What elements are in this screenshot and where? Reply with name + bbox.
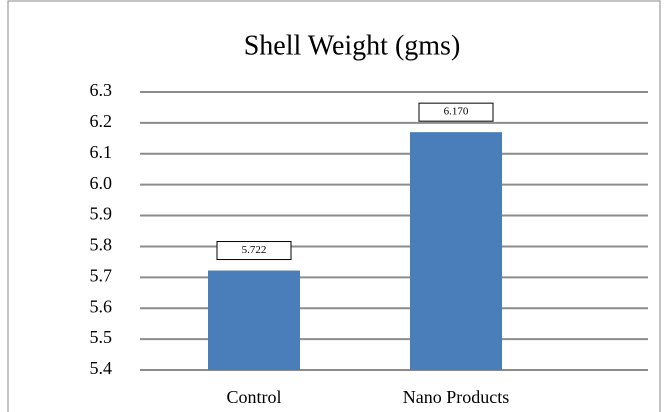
y-tick-label: 5.7 <box>90 265 113 285</box>
y-tick-label: 6.2 <box>90 111 113 131</box>
y-tick-label: 5.8 <box>90 235 113 255</box>
chart-title: Shell Weight (gms) <box>244 30 461 61</box>
y-tick-label: 5.9 <box>90 204 113 224</box>
data-label: 5.722 <box>242 244 267 256</box>
data-label-box <box>418 102 494 122</box>
bar <box>208 270 300 370</box>
x-tick-label: Nano Products <box>403 387 510 407</box>
bar <box>410 132 502 370</box>
chart-frame <box>7 0 661 412</box>
y-tick-label: 6.3 <box>90 80 113 100</box>
x-tick-label: Control <box>226 387 281 407</box>
y-tick-label: 5.5 <box>90 327 113 347</box>
y-tick-label: 5.6 <box>90 296 113 316</box>
data-label-box <box>216 241 292 261</box>
y-tick-label: 6.1 <box>90 142 113 162</box>
y-tick-label: 5.4 <box>90 358 113 378</box>
data-label: 6.170 <box>444 106 469 118</box>
y-tick-label: 6.0 <box>90 173 113 193</box>
